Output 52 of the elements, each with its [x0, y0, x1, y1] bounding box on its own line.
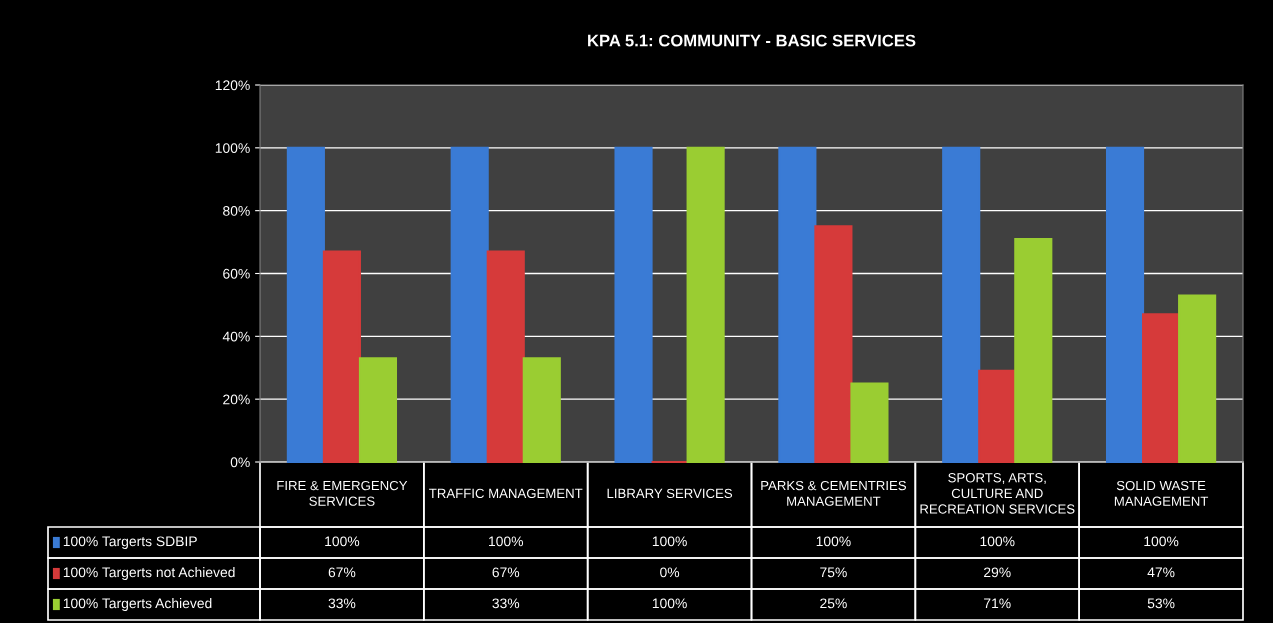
- bar: [486, 250, 525, 464]
- data-label: 100%: [489, 536, 524, 547]
- y-tick-label: 120%: [215, 80, 250, 91]
- y-tick-label: 0%: [230, 457, 250, 468]
- x-tick-label: PARKS & CEMENTRIES MANAGEMENT: [761, 480, 907, 506]
- bar: [850, 382, 889, 464]
- legend-label: 100% Targerts Achieved: [63, 598, 212, 611]
- x-tick-label: SPORTS, ARTS, CULTURE AND RECREATION SERVICES: [920, 473, 1075, 514]
- data-label: 33%: [492, 598, 520, 609]
- data-label: 100%: [816, 536, 851, 547]
- data-label: 53%: [1147, 598, 1175, 609]
- data-label: 67%: [328, 567, 356, 578]
- data-label: 100%: [652, 536, 687, 547]
- data-label: 25%: [820, 598, 847, 609]
- bar: [1014, 237, 1053, 464]
- bar: [614, 146, 653, 464]
- bar: [358, 357, 398, 464]
- bar: [942, 146, 981, 464]
- legend-label: 100% Targerts SDBIP: [63, 536, 197, 549]
- bar: [686, 146, 725, 464]
- data-label: 67%: [492, 567, 520, 578]
- data-label: 71%: [984, 598, 1011, 609]
- y-tick-label: 100%: [215, 143, 250, 153]
- bar: [814, 225, 853, 464]
- x-tick-label: FIRE & EMERGENCY SERVICES: [277, 480, 408, 506]
- bar: [322, 250, 361, 464]
- chart-title: KPA 5.1: COMMUNITY - BASIC SERVICES: [588, 34, 916, 47]
- x-tick-label: TRAFFIC MANAGEMENT: [429, 488, 583, 499]
- bar: [450, 146, 489, 464]
- data-label: 33%: [328, 598, 356, 609]
- x-tick-label: SOLID WASTE MANAGEMENT: [1114, 480, 1209, 506]
- y-tick-label: 40%: [222, 331, 250, 342]
- data-label: 47%: [1147, 567, 1175, 578]
- bar: [1178, 294, 1217, 464]
- bar: [286, 146, 325, 464]
- data-label: 0%: [660, 567, 680, 578]
- legend-label: 100% Targerts not Achieved: [63, 567, 235, 580]
- y-tick-label: 80%: [223, 206, 250, 216]
- bar: [1105, 146, 1145, 464]
- y-tick-label: 20%: [223, 394, 250, 405]
- data-label: 100%: [980, 536, 1015, 547]
- bar: [1142, 313, 1181, 464]
- bar: [778, 146, 817, 464]
- x-tick-label: LIBRARY SERVICES: [607, 488, 733, 499]
- data-label: 100%: [652, 598, 687, 609]
- data-label: 100%: [325, 536, 360, 547]
- bar: [978, 369, 1017, 464]
- data-label: 75%: [820, 567, 847, 578]
- data-label: 100%: [1144, 536, 1179, 547]
- y-tick-label: 60%: [223, 268, 250, 279]
- bar: [522, 357, 561, 464]
- data-label: 29%: [984, 567, 1011, 578]
